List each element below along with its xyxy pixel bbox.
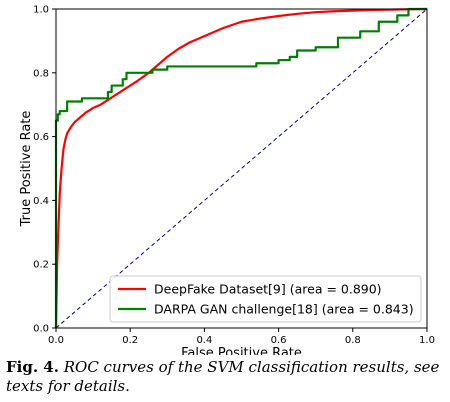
plot-frame [55,8,428,329]
y-axis-label: True Positive Rate [19,111,34,228]
x-axis-label: False Positive Rate [181,346,302,355]
x-tick-label: 0.4 [196,335,212,346]
legend: DeepFake Dataset[9] (area = 0.890) DARPA … [109,275,422,323]
x-tick-label: 1.0 [419,335,435,346]
y-tick-label: 0.0 [33,324,49,335]
legend-box [109,275,422,323]
caption-label: Fig. 4 [6,358,54,376]
legend-entry: DARPA GAN challenge[18] (area = 0.843) [154,302,414,317]
plot-marks [54,7,428,329]
roc-chart: 0.0 0.2 0.4 0.6 0.8 1.0 0.0 0.2 0.4 0.6 0.8 1.0 Fal… [19,5,435,356]
caption-text: ROC curves of the SVM classification res… [6,358,440,395]
y-tick-label: 0.8 [33,68,49,79]
y-tick-label: 0.6 [33,132,49,143]
x-tick-label: 0.0 [48,335,64,346]
chance-diagonal-line [55,8,428,329]
x-tick-label: 0.8 [345,335,361,346]
x-tick-label: 0.2 [122,335,138,346]
series-line-1 [54,7,427,328]
y-tick-label: 0.2 [33,260,49,271]
x-tick-label: 0.6 [271,335,287,346]
y-tick-label: 0.4 [33,196,49,207]
caption-separator: . [53,358,59,376]
y-tick-label: 1.0 [33,5,49,16]
figure-caption: Fig. 4. ROC curves of the SVM classifica… [6,358,446,396]
series-line-0 [54,7,428,329]
axis-ticks: 0.0 0.2 0.4 0.6 0.8 1.0 0.0 0.2 0.4 0.6 0.8 1.0 [33,5,435,347]
legend-entry: DeepFake Dataset[9] (area = 0.890) [154,282,382,297]
